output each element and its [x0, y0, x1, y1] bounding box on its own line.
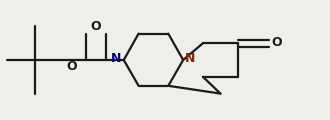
Text: O: O — [66, 60, 77, 73]
Text: O: O — [90, 21, 101, 33]
Text: N: N — [111, 52, 122, 65]
Text: O: O — [271, 36, 281, 48]
Text: N: N — [184, 52, 195, 65]
